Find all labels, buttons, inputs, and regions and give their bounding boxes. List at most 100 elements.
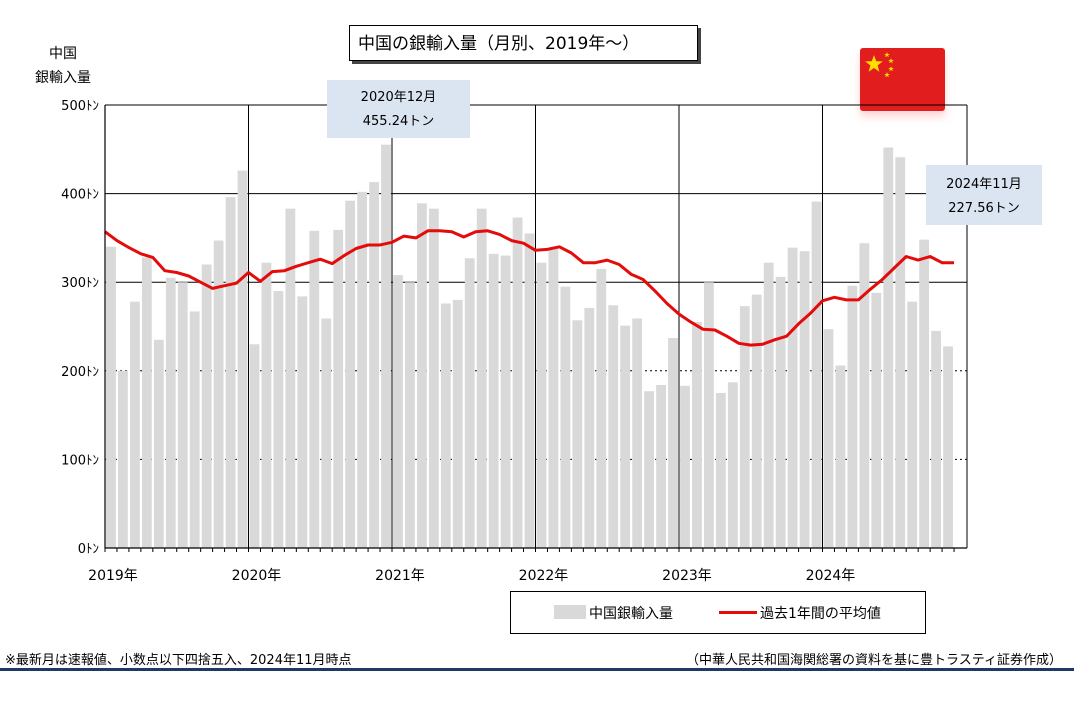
legend-line-label: 過去1年間の平均値 <box>760 606 881 622</box>
legend: 中国銀輸入量 過去1年間の平均値 <box>510 591 926 634</box>
bar <box>871 292 882 548</box>
bar <box>787 247 798 548</box>
peak-callout-value: 455.24トン <box>362 114 435 129</box>
bar <box>835 365 846 548</box>
bar <box>297 296 308 548</box>
bar <box>536 262 547 548</box>
bar <box>644 391 655 548</box>
bar <box>859 243 870 548</box>
bar <box>883 147 894 548</box>
bar <box>165 277 176 548</box>
bottom-rule <box>0 668 1074 671</box>
bar <box>524 233 535 548</box>
bar <box>656 384 666 548</box>
x-tick-label: 2020年 <box>232 568 282 584</box>
bar <box>572 320 583 548</box>
average-line <box>104 229 954 347</box>
legend-bar-label: 中国銀輸入量 <box>589 606 673 622</box>
bar <box>560 286 571 548</box>
bar <box>823 329 834 548</box>
bar <box>106 246 116 548</box>
bar <box>739 306 750 548</box>
y-axis-label-line: 銀輸入量 <box>35 70 91 86</box>
bar <box>405 282 415 548</box>
bar <box>620 325 631 548</box>
bar <box>321 318 332 548</box>
bar <box>261 262 272 548</box>
x-tick-label: 2022年 <box>519 568 569 584</box>
chart-title: 中国の銀輸入量（月別、2019年〜） <box>349 25 698 61</box>
bar <box>919 239 930 548</box>
bar <box>548 248 559 549</box>
peak-callout-month: 2020年12月 <box>360 90 437 105</box>
bar <box>118 370 128 548</box>
bar <box>225 197 236 549</box>
bar <box>811 201 822 548</box>
y-tick-label: 100ﾄﾝ <box>61 453 99 468</box>
bar <box>464 258 475 548</box>
y-tick-label: 200ﾄﾝ <box>61 365 99 380</box>
bar <box>727 382 738 548</box>
bar <box>668 338 678 548</box>
bar <box>249 344 260 548</box>
bar <box>488 253 499 548</box>
bar <box>189 311 200 548</box>
y-tick-label: 400ﾄﾝ <box>61 188 99 203</box>
bar <box>416 203 427 548</box>
bar <box>153 339 164 548</box>
bar <box>608 305 619 548</box>
latest-callout: 2024年11月 227.56トン <box>926 165 1042 225</box>
bar <box>692 322 702 548</box>
bar <box>596 268 607 548</box>
bar <box>751 294 762 548</box>
bar <box>309 230 320 548</box>
bar <box>847 285 858 548</box>
bar <box>799 251 810 548</box>
bar <box>440 303 451 548</box>
x-tick-label: 2023年 <box>662 568 712 584</box>
latest-callout-value: 227.56トン <box>948 201 1020 216</box>
bar <box>680 385 690 548</box>
latest-callout-month: 2024年11月 <box>946 177 1022 192</box>
bar <box>428 208 439 549</box>
y-tick-label: 0ﾄﾝ <box>78 542 99 557</box>
bar <box>584 307 595 548</box>
peak-callout: 2020年12月 455.24トン <box>327 80 470 138</box>
bar <box>476 208 487 549</box>
footnote-right: （中華人民共和国海関総署の資料を基に豊トラスティ証券作成） <box>686 653 1062 668</box>
y-tick-label: 500ﾄﾝ <box>61 99 99 114</box>
bar <box>393 275 403 548</box>
y-tick-label: 300ﾄﾝ <box>61 276 99 291</box>
bar <box>129 301 140 548</box>
bar <box>201 264 212 548</box>
y-axis-label-line: 中国 <box>49 46 77 62</box>
bar <box>333 229 344 548</box>
bar <box>452 299 463 548</box>
china-flag-icon <box>860 48 945 111</box>
legend-line-swatch <box>719 611 757 614</box>
legend-bar-swatch <box>554 605 586 619</box>
bar <box>381 144 391 549</box>
bar <box>931 330 942 548</box>
bar <box>895 157 906 549</box>
footnote-left: ※最新月は速報値、小数点以下四捨五入、2024年11月時点 <box>5 653 352 668</box>
bar <box>213 240 224 549</box>
bar <box>285 208 296 549</box>
bar <box>345 200 356 549</box>
bar <box>703 282 714 548</box>
bar <box>632 318 643 548</box>
x-tick-label: 2019年 <box>88 568 138 584</box>
x-tick-label: 2024年 <box>806 568 856 584</box>
chart-plot: 0ﾄﾝ 100ﾄﾝ 200ﾄﾝ 300ﾄﾝ 400ﾄﾝ 500ﾄﾝ 2019年 2020年 20… <box>61 99 968 584</box>
y-axis-label: 中国 銀輸入量 <box>28 42 98 90</box>
bar <box>500 255 511 548</box>
bar <box>237 170 248 548</box>
x-tick-label: 2021年 <box>375 568 425 584</box>
bar <box>177 282 188 548</box>
bar <box>369 182 379 548</box>
bar <box>775 276 786 548</box>
bar <box>357 191 368 548</box>
bar <box>943 346 953 548</box>
bar <box>141 257 152 548</box>
bar <box>512 217 523 548</box>
